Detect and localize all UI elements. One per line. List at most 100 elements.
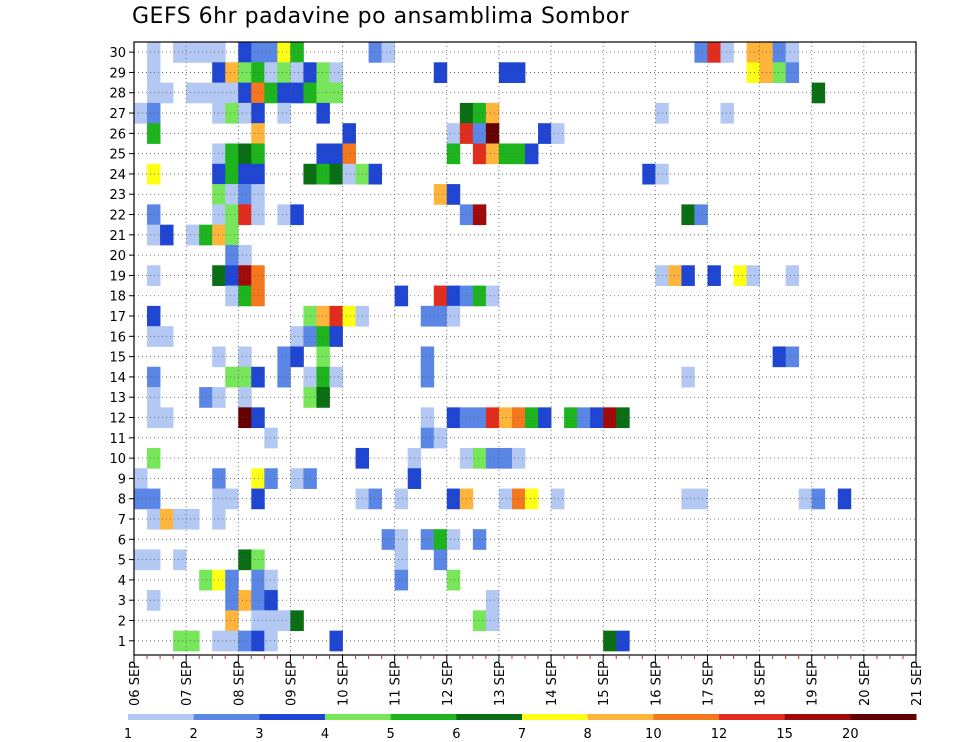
- heatmap-cell: [225, 62, 239, 83]
- heatmap-cell: [785, 42, 800, 63]
- x-tick-label: 06 SEP: [128, 661, 143, 706]
- colorbar-swatch: [784, 714, 851, 720]
- x-tick-label: 14 SEP: [545, 661, 560, 706]
- heatmap-cell: [316, 346, 330, 368]
- heatmap-cell: [772, 42, 787, 63]
- heatmap-cell: [433, 529, 448, 550]
- x-tick-label: 11 SEP: [389, 661, 404, 706]
- heatmap-cell: [238, 62, 252, 83]
- heatmap-cell: [147, 82, 161, 104]
- heatmap-cell: [785, 62, 800, 83]
- heatmap-cell: [173, 508, 187, 530]
- heatmap-cell: [264, 569, 278, 591]
- y-tick-label: 7: [118, 513, 126, 528]
- y-tick-label: 11: [109, 432, 126, 447]
- heatmap-cell: [746, 265, 760, 286]
- heatmap-cell: [264, 630, 278, 652]
- y-tick-label: 20: [109, 249, 126, 264]
- heatmap-cell: [485, 143, 500, 165]
- colorbar-swatch: [259, 714, 326, 720]
- heatmap-cell: [199, 42, 213, 63]
- heatmap-cell: [446, 123, 461, 144]
- x-tick-label: 18 SEP: [754, 661, 769, 706]
- heatmap-cell: [329, 82, 343, 104]
- heatmap-cell: [746, 42, 760, 63]
- heatmap-cell: [290, 326, 304, 347]
- x-tick-label: 21 SEP: [910, 661, 925, 706]
- heatmap-cell: [446, 569, 461, 591]
- heatmap-cell: [720, 42, 734, 63]
- heatmap-cell: [394, 529, 409, 550]
- heatmap-cell: [225, 224, 239, 246]
- colorbar-label: 1: [124, 727, 132, 742]
- x-axis: 06 SEP 07 SEP 08 SEP 09 SEP 10 SEP 11 SEP 12 S…: [128, 655, 925, 706]
- x-tick-label: 13 SEP: [493, 661, 508, 706]
- heatmap-cell: [485, 102, 500, 124]
- heatmap-cell: [290, 610, 304, 632]
- heatmap-cell: [277, 102, 291, 124]
- heatmap-cell: [498, 447, 513, 469]
- heatmap-cell: [277, 42, 291, 63]
- heatmap-cell: [420, 407, 435, 429]
- heatmap-cell: [238, 549, 252, 571]
- heatmap-cell: [681, 204, 695, 226]
- y-tick-label: 14: [109, 371, 126, 386]
- heatmap-cell: [277, 366, 291, 388]
- y-tick-label: 6: [118, 533, 126, 548]
- heatmap-cell: [225, 285, 239, 307]
- heatmap-cell: [329, 630, 343, 652]
- heatmap-cell: [147, 265, 161, 286]
- heatmap-cell: [277, 204, 291, 226]
- heatmap-cell: [186, 224, 200, 246]
- heatmap-cell: [134, 488, 148, 510]
- colorbar-swatch: [456, 714, 523, 720]
- heatmap-cell: [134, 549, 148, 571]
- colorbar-swatch: [587, 714, 654, 720]
- y-tick-label: 23: [109, 188, 126, 203]
- heatmap-cell: [147, 102, 161, 124]
- colorbar-swatch: [325, 714, 392, 720]
- heatmap-cell: [433, 184, 448, 205]
- y-tick-label: 2: [118, 614, 126, 629]
- heatmap-cell: [342, 143, 356, 165]
- colorbar-swatch: [653, 714, 720, 720]
- heatmap-cell: [538, 123, 552, 144]
- heatmap-cell: [446, 529, 461, 550]
- heatmap-cell: [329, 62, 343, 83]
- heatmap-cell: [446, 285, 461, 307]
- heatmap-cell: [147, 590, 161, 611]
- x-tick-label: 12 SEP: [441, 661, 456, 706]
- heatmap-cell: [446, 184, 461, 205]
- heatmap-cell: [420, 346, 435, 368]
- heatmap-cell: [290, 62, 304, 83]
- heatmap-cell: [525, 488, 539, 510]
- heatmap-cell: [225, 82, 239, 104]
- heatmap-cell: [420, 366, 435, 388]
- heatmap-cell: [694, 42, 708, 63]
- heatmap-cell: [525, 407, 539, 429]
- x-tick-label: 09 SEP: [284, 661, 299, 706]
- heatmap-cell: [147, 366, 161, 388]
- colorbar-swatch: [719, 714, 786, 720]
- heatmap-cell: [746, 62, 760, 83]
- heatmap-cell: [603, 630, 617, 652]
- x-tick-label: 20 SEP: [858, 661, 873, 706]
- heatmap-cell: [147, 123, 161, 144]
- heatmap-cell: [238, 590, 252, 611]
- heatmap-cells: [134, 42, 852, 652]
- y-tick-label: 22: [109, 209, 126, 224]
- colorbar-label: 15: [776, 727, 793, 742]
- x-tick-label: 19 SEP: [806, 661, 821, 706]
- heatmap-cell: [277, 62, 291, 83]
- y-tick-label: 9: [118, 472, 126, 487]
- heatmap-cell: [316, 62, 330, 83]
- heatmap-cell: [381, 42, 396, 63]
- heatmap-cell: [225, 102, 239, 124]
- heatmap-cell: [485, 610, 500, 632]
- heatmap-cell: [147, 407, 161, 429]
- heatmap-cell: [681, 488, 695, 510]
- heatmap-cell: [785, 346, 800, 368]
- y-tick-label: 3: [118, 594, 126, 609]
- heatmap-cell: [277, 610, 291, 632]
- heatmap-cell: [420, 305, 435, 327]
